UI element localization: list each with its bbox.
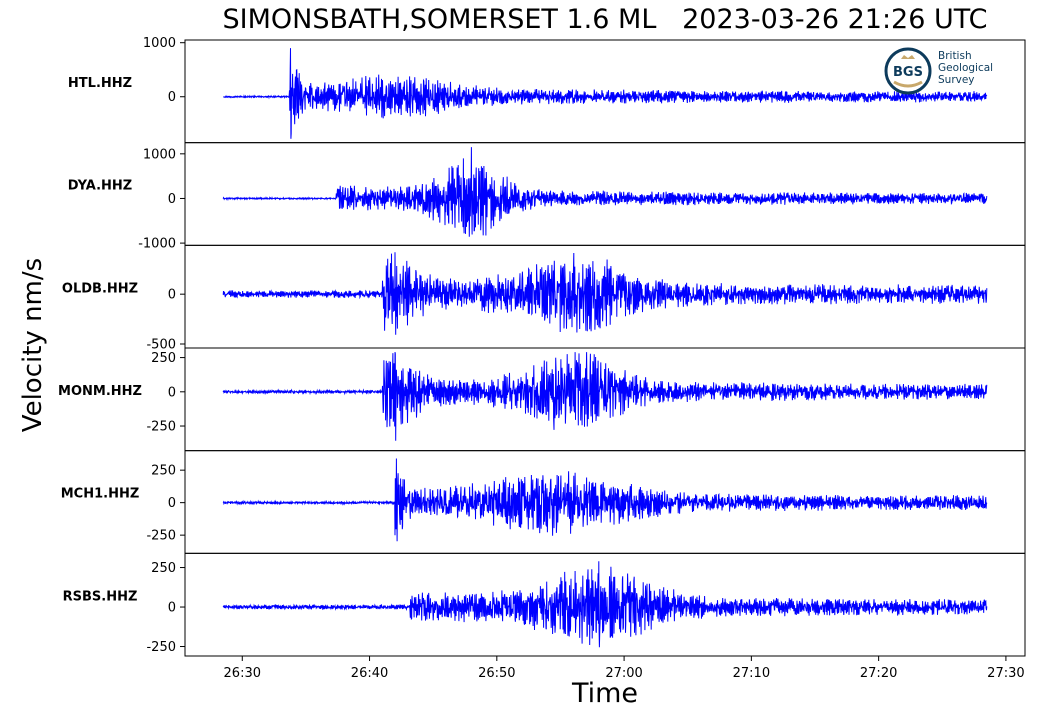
chart-title: SIMONSBATH,SOMERSET 1.6 ML 2023-03-26 21… — [222, 4, 988, 35]
trace-monm-hhz — [222, 352, 988, 441]
y-tick-label-5-0: 250 — [151, 561, 176, 576]
x-tick-label-0: 26:30 — [224, 666, 261, 681]
x-tick-label-5: 27:20 — [860, 666, 897, 681]
station-label-2: OLDB.HHZ — [62, 281, 138, 296]
trace-htl-hhz — [223, 48, 988, 139]
x-tick-label-1: 26:40 — [351, 666, 388, 681]
bgs-logo-abbr: BGS — [893, 65, 923, 80]
y-tick-label-4-2: -250 — [146, 529, 176, 544]
station-label-1: DYA.HHZ — [68, 179, 132, 194]
y-tick-label-3-1: 0 — [168, 385, 176, 400]
y-tick-label-4-1: 0 — [168, 496, 176, 511]
panel-frame-5 — [184, 552, 1026, 657]
trace-oldb-hhz — [222, 252, 988, 335]
y-tick-label-1-2: -1000 — [138, 237, 176, 252]
trace-dya-hhz — [222, 147, 988, 237]
x-tick-label-6: 27:30 — [987, 666, 1024, 681]
x-tick-label-4: 27:10 — [733, 666, 770, 681]
y-tick-label-5-1: 0 — [168, 601, 176, 616]
y-tick-label-3-2: -250 — [146, 420, 176, 435]
y-tick-label-2-1: -500 — [146, 338, 176, 353]
y-tick-label-3-0: 250 — [151, 351, 176, 366]
logo-line-1: British — [938, 50, 972, 62]
y-tick-label-5-2: -250 — [146, 640, 176, 655]
bgs-logo-icon: BGS — [884, 47, 932, 95]
station-label-3: MONM.HHZ — [58, 384, 142, 399]
bgs-logo: BGS British Geological Survey — [884, 46, 1014, 96]
logo-line-3: Survey — [938, 74, 975, 86]
x-tick-label-3: 27:00 — [605, 666, 642, 681]
logo-line-2: Geological — [938, 62, 994, 74]
trace-mch1-hhz — [222, 458, 988, 542]
station-label-4: MCH1.HHZ — [61, 487, 140, 502]
y-tick-label-0-0: 1000 — [143, 36, 176, 51]
y-tick-label-1-1: 0 — [168, 192, 176, 207]
station-label-5: RSBS.HHZ — [63, 589, 138, 604]
station-label-0: HTL.HHZ — [68, 76, 132, 91]
y-tick-label-1-0: 1000 — [143, 147, 176, 162]
x-axis-label: Time — [571, 678, 639, 709]
y-tick-label-2-0: 0 — [168, 288, 176, 303]
x-tick-label-2: 26:50 — [478, 666, 515, 681]
y-tick-label-0-1: 0 — [168, 90, 176, 105]
trace-rsbs-hhz — [222, 561, 988, 648]
y-tick-label-4-0: 250 — [151, 464, 176, 479]
